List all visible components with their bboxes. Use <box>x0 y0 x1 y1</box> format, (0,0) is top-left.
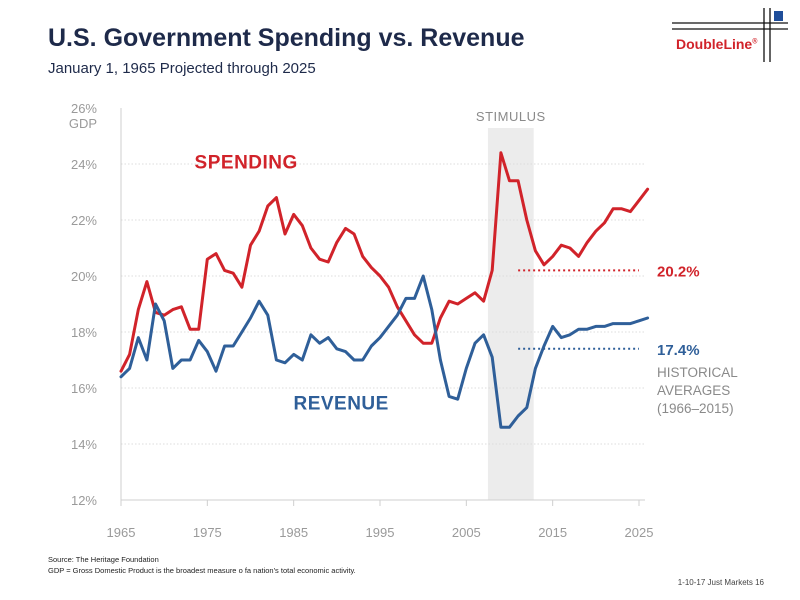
x-tick-label-2025: 2025 <box>625 525 654 540</box>
stimulus-band-layer <box>487 128 534 500</box>
y-tick-label-20: 20% <box>71 269 97 284</box>
logo-text: DoubleLine <box>676 36 753 52</box>
y-tick-label-18: 18% <box>71 325 97 340</box>
x-tick-label-1985: 1985 <box>279 525 308 540</box>
page-reference: 1-10-17 Just Markets 16 <box>677 578 764 587</box>
stimulus-band <box>487 128 534 500</box>
logo-registered-mark: ® <box>752 38 758 46</box>
axis-layer: 26% 24% 22% 20% 18% 16% 14% 12% GDP 1965 1975 1985 1… <box>69 101 654 540</box>
historical-averages-label-line-2: AVERAGES <box>657 383 730 398</box>
doubleline-logo: DoubleLine® <box>676 36 757 52</box>
footer-gdp-note: GDP = Gross Domestic Product is the broa… <box>48 566 356 575</box>
stimulus-label: STIMULUS <box>476 109 546 124</box>
y-tick-label-22: 22% <box>71 213 97 228</box>
revenue-series-label: REVENUE <box>293 393 388 414</box>
historical-averages-label-line-1: HISTORICAL <box>657 365 738 380</box>
y-tick-label-24: 24% <box>71 157 97 172</box>
x-tick-label-1975: 1975 <box>193 525 222 540</box>
revenue-series-line <box>119 274 650 429</box>
y-tick-label-16: 16% <box>71 381 97 396</box>
x-tick-label-1995: 1995 <box>366 525 395 540</box>
spending-series-line <box>119 151 650 373</box>
series-layer <box>119 151 650 429</box>
revenue-average-label: 17.4% <box>657 342 700 359</box>
x-tick-label-2005: 2005 <box>452 525 481 540</box>
y-tick-label-14: 14% <box>71 437 97 452</box>
x-tick-label-2015: 2015 <box>538 525 567 540</box>
y-unit-label: GDP <box>69 116 97 131</box>
y-tick-label-26: 26% <box>71 101 97 116</box>
spending-series-label: SPENDING <box>195 153 298 174</box>
label-layer: STIMULUS 20.2% 17.4% HISTORICAL AVERAGES (196… <box>195 109 739 416</box>
averages-layer <box>518 269 639 350</box>
historical-averages-label-line-3: (1966–2015) <box>657 401 734 416</box>
x-tick-label-1965: 1965 <box>107 525 136 540</box>
footer-source: Source: The Heritage Foundation <box>48 555 159 564</box>
y-tick-label-12: 12% <box>71 493 97 508</box>
spending-average-label: 20.2% <box>657 263 700 280</box>
page-subtitle: January 1, 1965 Projected through 2025 <box>48 60 316 77</box>
page-title: U.S. Government Spending vs. Revenue <box>48 24 525 52</box>
